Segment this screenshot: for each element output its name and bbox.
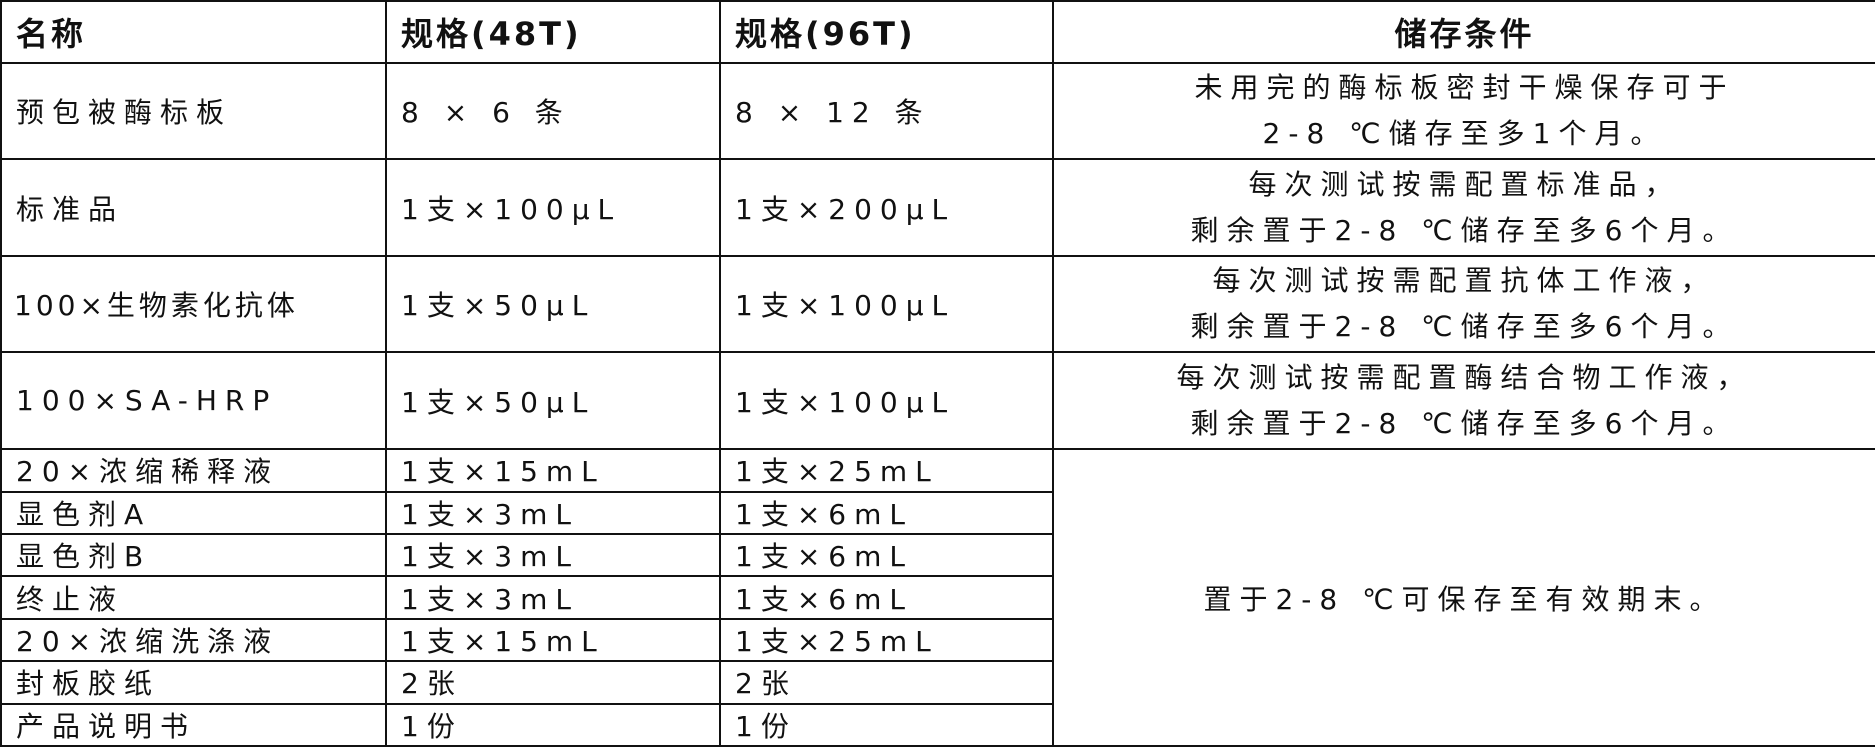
cell-spec-96t: 1支×6mL <box>719 532 1054 578</box>
storage-line: 每次测试按需配置抗体工作液， <box>1212 264 1717 298</box>
cell-spec-96t: 8 × 12 条 <box>719 61 1054 161</box>
storage-line: 每次测试按需配置酶结合物工作液， <box>1176 360 1753 394</box>
cell-spec-48t: 1支×50μL <box>385 351 721 451</box>
table-row: 产品说明书 1份 1份 <box>0 702 1875 747</box>
cell-shared-storage: 置于2-8 ℃可保存至有效期末。 <box>1052 448 1875 747</box>
cell-spec-48t: 1支×3mL <box>385 532 721 578</box>
cell-spec-48t: 1支×15mL <box>385 448 721 493</box>
cell-spec-96t: 2张 <box>719 660 1054 705</box>
cell-name: 封板胶纸 <box>0 660 387 705</box>
cell-spec-48t: 1支×50μL <box>385 255 721 354</box>
table-row: 20×浓缩洗涤液 1支×15mL 1支×25mL <box>0 617 1875 663</box>
table-row: 标准品 1支×100μL 1支×200μL 每次测试按需配置标准品， 剩余置于2-… <box>0 158 1875 258</box>
header-name: 名称 <box>0 0 387 64</box>
cell-spec-48t: 2张 <box>385 660 721 705</box>
cell-spec-48t: 1支×15mL <box>385 617 721 663</box>
cell-spec-96t: 1支×100μL <box>719 351 1054 451</box>
table-row: 20×浓缩稀释液 1支×15mL 1支×25mL 置于2-8 ℃可保存至有效期末… <box>0 448 1875 747</box>
cell-spec-96t: 1支×25mL <box>719 448 1054 493</box>
cell-name: 100×SA-HRP <box>0 351 387 451</box>
table-row: 100×生物素化抗体 1支×50μL 1支×100μL 每次测试按需配置抗体工作… <box>0 255 1875 354</box>
cell-storage: 每次测试按需配置抗体工作液， 剩余置于2-8 ℃储存至多6个月。 <box>1052 255 1875 354</box>
header-spec-96t: 规格(96T) <box>719 0 1054 64</box>
cell-spec-48t: 1支×3mL <box>385 575 721 620</box>
table-row: 预包被酶标板 8 × 6 条 8 × 12 条 未用完的酶标板密封干燥保存可于 2… <box>0 61 1875 161</box>
cell-spec-96t: 1份 <box>719 702 1054 747</box>
table-row: 显色剂B 1支×3mL 1支×6mL <box>0 532 1875 578</box>
header-row: 名称 规格(48T) 规格(96T) 储存条件 <box>0 0 1875 64</box>
storage-line: 2-8 ℃储存至多1个月。 <box>1262 117 1667 151</box>
cell-name: 100×生物素化抗体 <box>0 255 387 354</box>
cell-name: 20×浓缩洗涤液 <box>0 617 387 663</box>
cell-name: 20×浓缩稀释液 <box>0 448 387 493</box>
table-row: 显色剂A 1支×3mL 1支×6mL <box>0 490 1875 535</box>
cell-name: 显色剂B <box>0 532 387 578</box>
storage-line: 未用完的酶标板密封干燥保存可于 <box>1194 71 1735 105</box>
cell-spec-96t: 1支×200μL <box>719 158 1054 258</box>
table-row: 终止液 1支×3mL 1支×6mL <box>0 575 1875 620</box>
cell-name: 产品说明书 <box>0 702 387 747</box>
cell-spec-96t: 1支×6mL <box>719 490 1054 535</box>
cell-name: 显色剂A <box>0 490 387 535</box>
storage-line: 剩余置于2-8 ℃储存至多6个月。 <box>1190 310 1739 344</box>
cell-spec-96t: 1支×6mL <box>719 575 1054 620</box>
storage-line: 剩余置于2-8 ℃储存至多6个月。 <box>1190 406 1739 440</box>
cell-name: 标准品 <box>0 158 387 258</box>
cell-storage: 每次测试按需配置标准品， 剩余置于2-8 ℃储存至多6个月。 <box>1052 158 1875 258</box>
cell-name: 预包被酶标板 <box>0 61 387 161</box>
cell-spec-96t: 1支×100μL <box>719 255 1054 354</box>
header-spec-48t: 规格(48T) <box>385 0 721 64</box>
cell-spec-48t: 8 × 6 条 <box>385 61 721 161</box>
header-storage: 储存条件 <box>1052 0 1875 64</box>
cell-spec-48t: 1支×3mL <box>385 490 721 535</box>
storage-line: 每次测试按需配置标准品， <box>1248 167 1681 201</box>
cell-storage: 未用完的酶标板密封干燥保存可于 2-8 ℃储存至多1个月。 <box>1052 61 1875 161</box>
cell-storage: 每次测试按需配置酶结合物工作液， 剩余置于2-8 ℃储存至多6个月。 <box>1052 351 1875 451</box>
cell-spec-48t: 1支×100μL <box>385 158 721 258</box>
storage-line: 剩余置于2-8 ℃储存至多6个月。 <box>1190 213 1739 247</box>
cell-spec-96t: 1支×25mL <box>719 617 1054 663</box>
table-row: 100×SA-HRP 1支×50μL 1支×100μL 每次测试按需配置酶结合物… <box>0 351 1875 451</box>
cell-spec-48t: 1份 <box>385 702 721 747</box>
table-row: 封板胶纸 2张 2张 <box>0 660 1875 705</box>
cell-name: 终止液 <box>0 575 387 620</box>
